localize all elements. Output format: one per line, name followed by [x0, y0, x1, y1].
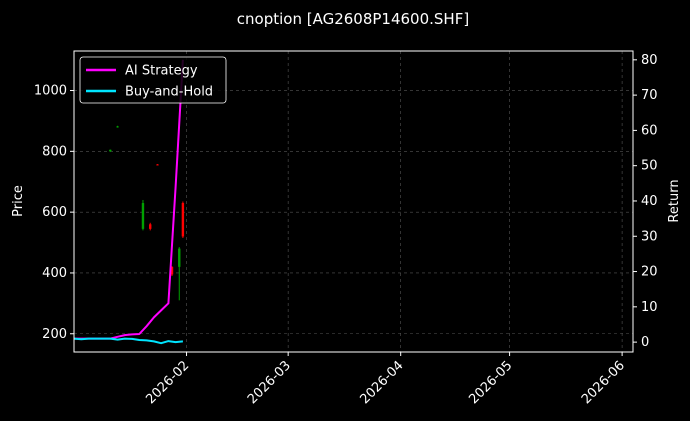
y2-tick-label: 60	[641, 123, 658, 138]
candle	[109, 149, 112, 152]
candle	[181, 201, 185, 238]
legend-label: AI Strategy	[125, 64, 198, 79]
y-axis-right: 0 10 20 30 40 50 60 70 80	[633, 53, 658, 350]
candle	[178, 247, 181, 301]
candle	[141, 199, 145, 231]
y-axis-label: Price	[11, 185, 26, 217]
candle	[156, 164, 159, 166]
y2-tick-label: 70	[641, 88, 658, 103]
plot-frame	[73, 50, 634, 353]
candle-body	[141, 203, 145, 229]
candle-body	[181, 203, 185, 237]
y2-tick-label: 10	[641, 300, 658, 315]
series-line-buy-and-hold	[73, 337, 183, 345]
y2-tick-label: 30	[641, 229, 658, 244]
y2-axis-label: Return	[667, 179, 682, 222]
y-tick-label: 1000	[34, 84, 67, 99]
y2-tick-label: 50	[641, 159, 658, 174]
candle-body	[170, 266, 174, 275]
candle	[149, 222, 152, 231]
y2-tick-label: 40	[641, 194, 658, 209]
x-tick-label: 2026-02	[143, 358, 192, 407]
y2-tick-label: 0	[641, 335, 649, 350]
y-tick-label: 800	[42, 144, 67, 159]
candle-body	[116, 126, 119, 128]
x-axis: 2026-02 2026-03 2026-04 2026-05 2026-06	[143, 352, 628, 407]
candle	[170, 266, 174, 276]
y-axis-left: 200 400 600 800 1000	[34, 84, 74, 342]
y2-tick-label: 20	[641, 265, 658, 280]
legend-box	[79, 56, 227, 104]
x-tick-label: 2026-04	[357, 358, 406, 407]
candle-body	[178, 248, 181, 267]
y-tick-label: 400	[42, 266, 67, 281]
candle-body	[109, 149, 112, 152]
x-tick-label: 2026-05	[466, 358, 515, 407]
series-lines	[73, 59, 184, 345]
x-tick-label: 2026-06	[579, 358, 628, 407]
candle-body	[156, 164, 159, 166]
candle-body	[149, 224, 152, 229]
candle	[116, 125, 119, 128]
y-tick-label: 600	[42, 205, 67, 220]
y-tick-label: 200	[42, 327, 67, 342]
legend: AI Strategy Buy-and-Hold	[79, 56, 227, 104]
y2-tick-label: 80	[641, 53, 658, 68]
x-tick-label: 2026-03	[245, 358, 294, 407]
candles	[109, 125, 185, 301]
chart-title: cnoption [AG2608P14600.SHF]	[237, 10, 469, 28]
legend-label: Buy-and-Hold	[125, 85, 213, 100]
